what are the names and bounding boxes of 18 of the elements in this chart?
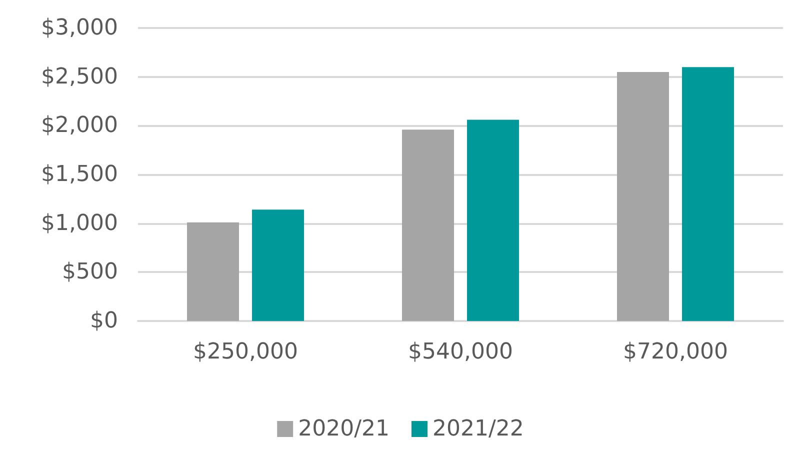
y-tick-label: $2,000 bbox=[41, 113, 118, 138]
bar bbox=[467, 120, 519, 321]
x-tick-label: $250,000 bbox=[193, 340, 298, 364]
y-tick-label: $3,000 bbox=[41, 16, 118, 40]
x-tick-label: $540,000 bbox=[408, 340, 513, 364]
y-tick-label: $500 bbox=[62, 260, 118, 285]
x-tick-label: $720,000 bbox=[623, 340, 728, 364]
bar bbox=[252, 210, 304, 321]
y-tick-label: $0 bbox=[90, 308, 118, 334]
bar bbox=[617, 72, 669, 321]
bar bbox=[187, 222, 239, 321]
legend-label: 2020/21 bbox=[298, 416, 390, 442]
legend-label: 2021/22 bbox=[432, 416, 524, 442]
y-tick-label: $1,500 bbox=[41, 162, 118, 187]
y-tick-label: $1,000 bbox=[41, 210, 118, 236]
y-tick-label: $2,500 bbox=[41, 64, 118, 90]
bar bbox=[682, 67, 734, 321]
bar bbox=[402, 130, 454, 321]
